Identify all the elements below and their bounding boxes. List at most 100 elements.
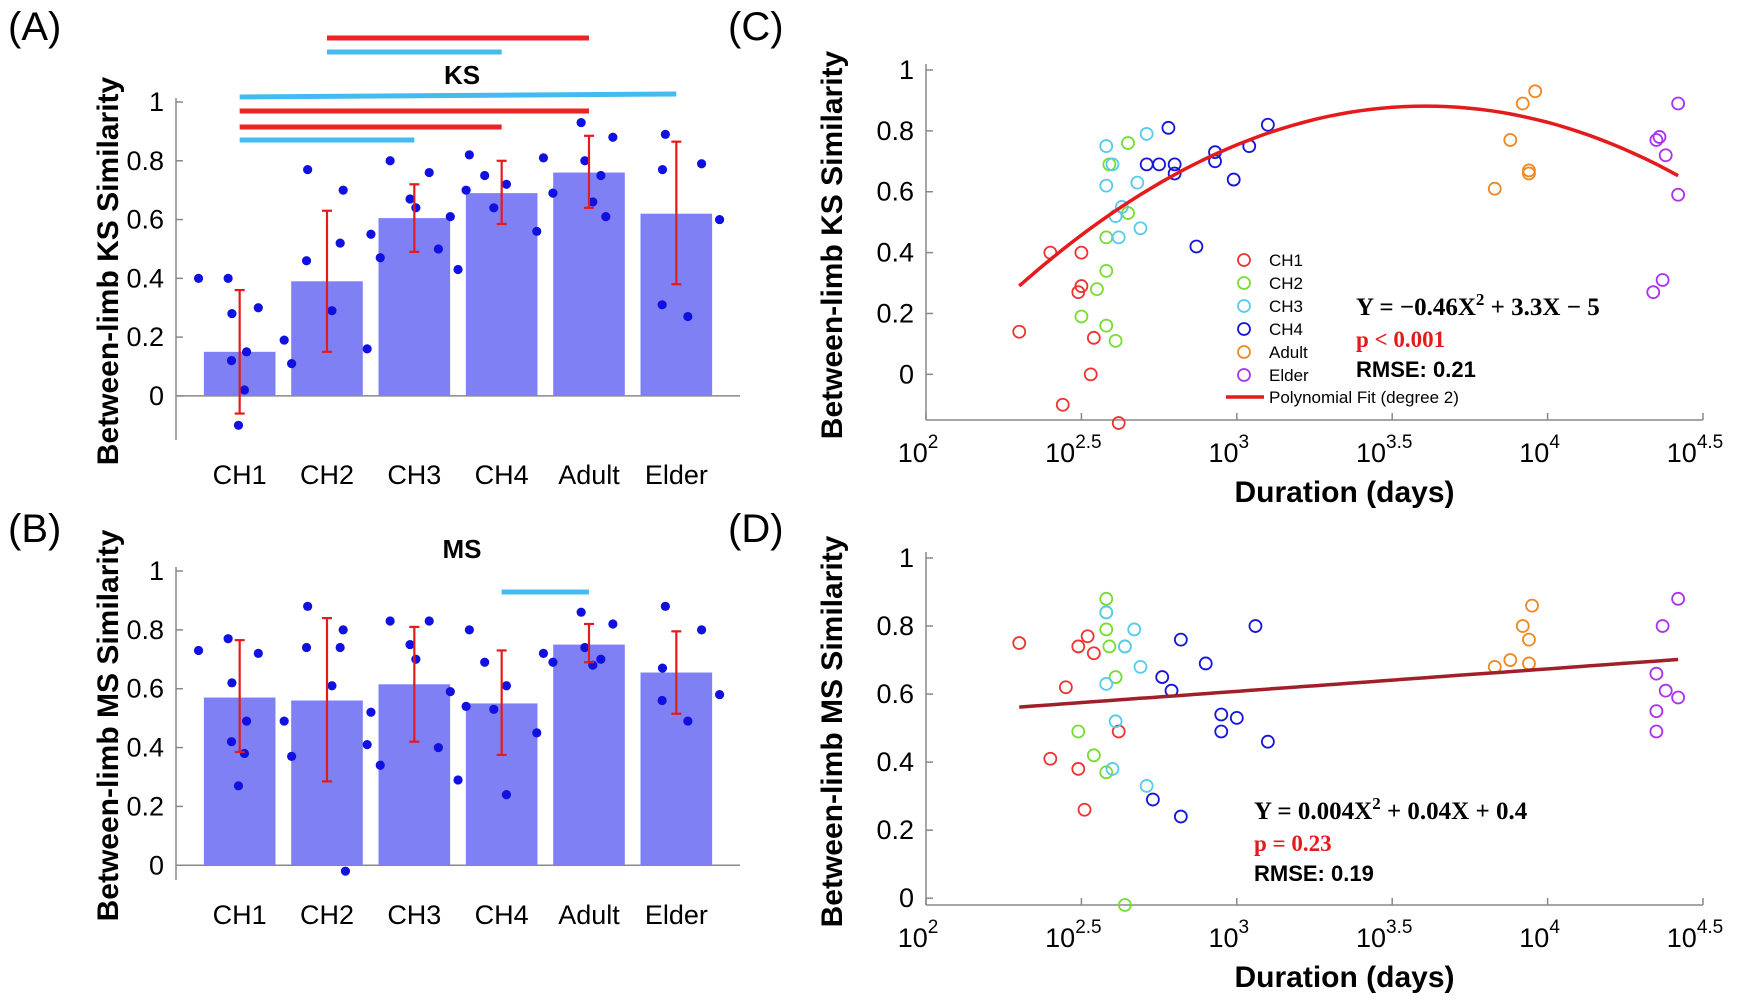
panel-d-point-elder <box>1649 666 1664 681</box>
panel-b-data-point <box>445 687 455 697</box>
panel-d-x-tick-label: 102 <box>898 917 939 953</box>
panel-b-data-point <box>385 616 395 626</box>
panel-c-legend-fit-label: Polynomial Fit (degree 2) <box>1269 388 1459 407</box>
panel-d-point-elder <box>1658 683 1673 698</box>
panel-d-point-ch2 <box>1099 622 1114 637</box>
panel-d-point-ch4 <box>1155 670 1170 684</box>
panel-c-point-elder <box>1655 273 1670 287</box>
panel-c-legend-marker <box>1237 253 1251 267</box>
panel-b-data-point <box>501 681 512 691</box>
panel-c-x-tick-label: 103 <box>1208 432 1249 468</box>
panel-b-data-point <box>683 716 693 726</box>
panel-a-data-point <box>327 306 337 316</box>
panel-b-data-point <box>657 663 668 673</box>
panel-c-point-elder <box>1646 285 1661 300</box>
panel-b-y-tick-label: 0.4 <box>126 733 164 763</box>
panel-c-point-ch3 <box>1105 157 1120 172</box>
panel-d-fit-equation: Y = 0.004X2 + 0.04X + 0.4 <box>1254 794 1528 825</box>
panel-c-point-adult <box>1528 84 1543 99</box>
panel-c-point-ch1 <box>1083 367 1098 382</box>
panel-a-data-point <box>596 170 606 181</box>
panel-d-p-value: p = 0.23 <box>1254 831 1332 856</box>
panel-b-bar-adult <box>553 644 625 866</box>
panel-a-data-point <box>480 170 490 181</box>
panel-a-data-point <box>453 264 463 275</box>
panel-a-data-point <box>301 256 312 266</box>
panel-a-data-point <box>239 385 250 395</box>
panel-b-data-point <box>433 742 443 753</box>
panel-a-data-point <box>696 159 707 169</box>
panel-c-legend-marker <box>1237 322 1251 336</box>
panel-c-point-adult <box>1522 163 1536 178</box>
panel-c-legend-label: CH3 <box>1269 297 1303 316</box>
panel-c-legend-label: Adult <box>1269 343 1308 362</box>
panel-b-y-tick-label: 0 <box>149 850 164 880</box>
panel-d-point-adult <box>1525 598 1539 613</box>
panel-c-point-ch1 <box>1074 279 1089 293</box>
panel-a-y-tick-label: 0.6 <box>126 205 164 235</box>
panel-a-data-point <box>411 203 421 213</box>
panel-c-point-elder <box>1671 96 1686 111</box>
panel-d-point-elder <box>1649 704 1664 718</box>
panel-c-point-ch3 <box>1130 175 1145 190</box>
panel-c-x-tick-label: 102.5 <box>1045 432 1101 468</box>
panel-c-panel-label: (C) <box>728 5 784 49</box>
panel-d-x-tick-label: 102.5 <box>1045 917 1101 953</box>
panel-c-point-ch4 <box>1167 157 1182 172</box>
panel-c-legend-marker <box>1237 345 1251 359</box>
panel-b-data-point <box>538 648 549 659</box>
panel-a-significance-bar <box>239 91 677 100</box>
panel-c-point-adult <box>1487 181 1502 196</box>
panel-a-data-point <box>227 309 237 319</box>
panel-c-point-ch3 <box>1139 127 1154 141</box>
panel-a-data-point <box>576 117 586 128</box>
panel-a-data-point <box>608 132 618 142</box>
panel-a-data-point <box>683 311 693 322</box>
panel-a-data-point <box>287 358 297 369</box>
panel-b-data-point <box>657 695 667 706</box>
panel-c-point-ch3 <box>1099 178 1114 193</box>
panel-b-data-point <box>461 701 471 711</box>
panel-c-point-ch2 <box>1099 263 1114 278</box>
panel-a-panel-label: (A) <box>8 5 61 49</box>
panel-a-data-point <box>601 212 611 222</box>
panel-d-point-ch1 <box>1071 639 1086 654</box>
panel-a-data-point <box>279 335 289 345</box>
panel-c-legend-marker <box>1237 299 1251 313</box>
panel-b-panel-label: (B) <box>8 507 61 551</box>
panel-b-x-tick-label: Elder <box>645 900 708 930</box>
panel-b-x-tick-label: CH4 <box>475 900 529 930</box>
panel-a-y-axis-label: Between-limb KS Similarity <box>92 76 125 465</box>
panel-c-x-tick-label: 104 <box>1519 432 1560 468</box>
panel-c-point-adult <box>1503 133 1518 147</box>
panel-b-data-point <box>660 601 670 611</box>
panel-d-y-tick-label: 0.8 <box>876 611 914 641</box>
panel-a-data-point <box>303 165 313 175</box>
panel-c-point-elder <box>1658 148 1673 163</box>
panel-a-x-tick-label: CH4 <box>475 460 529 490</box>
panel-d-point-ch4 <box>1214 724 1229 739</box>
panel-a-data-point <box>375 253 385 263</box>
panel-c-legend-label: CH1 <box>1269 251 1303 270</box>
panel-a-x-tick-label: CH1 <box>213 460 267 490</box>
panel-c-point-ch1 <box>1086 330 1101 345</box>
panel-d-point-ch3 <box>1139 779 1154 793</box>
panel-a-x-tick-label: CH3 <box>387 460 441 490</box>
panel-d-y-tick-label: 0.2 <box>876 815 914 845</box>
panel-a-chart-title: KS <box>444 60 480 90</box>
panel-c-x-axis-label: Duration (days) <box>1234 476 1454 509</box>
panel-d-point-ch2 <box>1071 724 1086 739</box>
panel-d-x-tick-label: 104.5 <box>1667 917 1723 953</box>
panel-d-point-ch2 <box>1108 670 1123 684</box>
panel-d-point-ch3 <box>1108 714 1123 729</box>
panel-a-y-tick-label: 1 <box>149 87 164 117</box>
panel-b-data-point <box>405 639 415 650</box>
panel-b-x-tick-label: Adult <box>558 900 620 930</box>
panel-d-point-ch4 <box>1260 734 1275 749</box>
panel-b-data-point <box>453 775 463 785</box>
panel-d-point-ch1 <box>1012 636 1027 650</box>
panel-a-data-point <box>532 226 542 236</box>
panel-c-point-adult <box>1515 96 1530 111</box>
panel-b-data-point <box>489 704 499 714</box>
panel-c-point-ch3 <box>1111 230 1126 245</box>
